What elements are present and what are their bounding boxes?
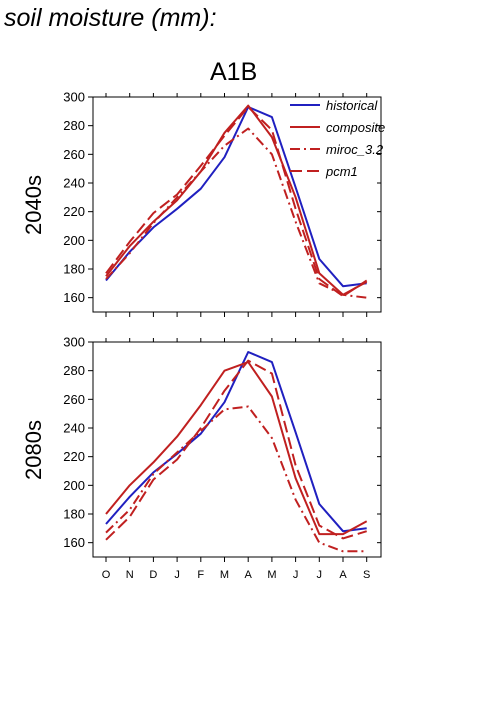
series-pcm1 bbox=[105, 106, 368, 298]
y-tick-label: 240 bbox=[63, 421, 85, 436]
y-tick-label: 180 bbox=[63, 507, 85, 522]
legend-label: miroc_3.2 bbox=[326, 142, 384, 157]
plot-frame bbox=[92, 341, 382, 558]
panel-2080s: 160 180 200 220 240 260 280 300 2080s O N D J F M A M J J A… bbox=[21, 335, 382, 581]
y-tick-label: 160 bbox=[63, 535, 85, 550]
scenario-title: A1B bbox=[210, 58, 258, 86]
legend-label: historical bbox=[326, 98, 378, 113]
panel-2040s: 160 180 200 220 240 260 280 300 2040s historical c… bbox=[21, 90, 385, 317]
figure-heading: soil moisture (mm): bbox=[4, 4, 217, 32]
x-tick-label: J bbox=[317, 569, 323, 581]
x-tick-label: A bbox=[245, 569, 253, 581]
series-composite bbox=[105, 361, 368, 536]
x-tick-label: S bbox=[363, 569, 370, 581]
y-tick-label: 260 bbox=[63, 392, 85, 407]
y-tick-label: 220 bbox=[63, 204, 85, 219]
series-historical bbox=[105, 351, 367, 533]
y-tick-label: 160 bbox=[63, 290, 85, 305]
x-tick-label: J bbox=[174, 569, 180, 581]
x-tick-label: O bbox=[102, 569, 111, 581]
y-tick-label: 200 bbox=[63, 478, 85, 493]
period-label: 2080s bbox=[21, 420, 46, 480]
series-miroc-3-2 bbox=[105, 405, 367, 553]
legend: historical composite miroc_3.2 pcm1 bbox=[290, 98, 385, 179]
y-tick-label: 280 bbox=[63, 363, 85, 378]
legend-label: pcm1 bbox=[325, 164, 358, 179]
x-tick-label: N bbox=[126, 569, 134, 581]
x-tick-label: M bbox=[220, 569, 229, 581]
y-tick-label: 260 bbox=[63, 147, 85, 162]
y-tick-label: 280 bbox=[63, 118, 85, 133]
x-tick-label: D bbox=[149, 569, 157, 581]
legend-label: composite bbox=[326, 120, 385, 135]
y-tick-label: 220 bbox=[63, 449, 85, 464]
plot-frame bbox=[92, 96, 382, 313]
x-tick-label: A bbox=[339, 569, 347, 581]
y-tick-label: 300 bbox=[63, 335, 85, 350]
period-label: 2040s bbox=[21, 175, 46, 235]
x-tick-label: F bbox=[197, 569, 204, 581]
x-tick-label: M bbox=[267, 569, 276, 581]
y-tick-label: 240 bbox=[63, 176, 85, 191]
y-tick-label: 300 bbox=[63, 90, 85, 105]
y-tick-label: 200 bbox=[63, 233, 85, 248]
x-tick-label: J bbox=[293, 569, 299, 581]
series-miroc-3-2 bbox=[105, 127, 367, 299]
series-composite bbox=[105, 104, 368, 296]
series-pcm1 bbox=[105, 359, 367, 541]
y-tick-label: 180 bbox=[63, 262, 85, 277]
series-historical bbox=[105, 106, 367, 288]
